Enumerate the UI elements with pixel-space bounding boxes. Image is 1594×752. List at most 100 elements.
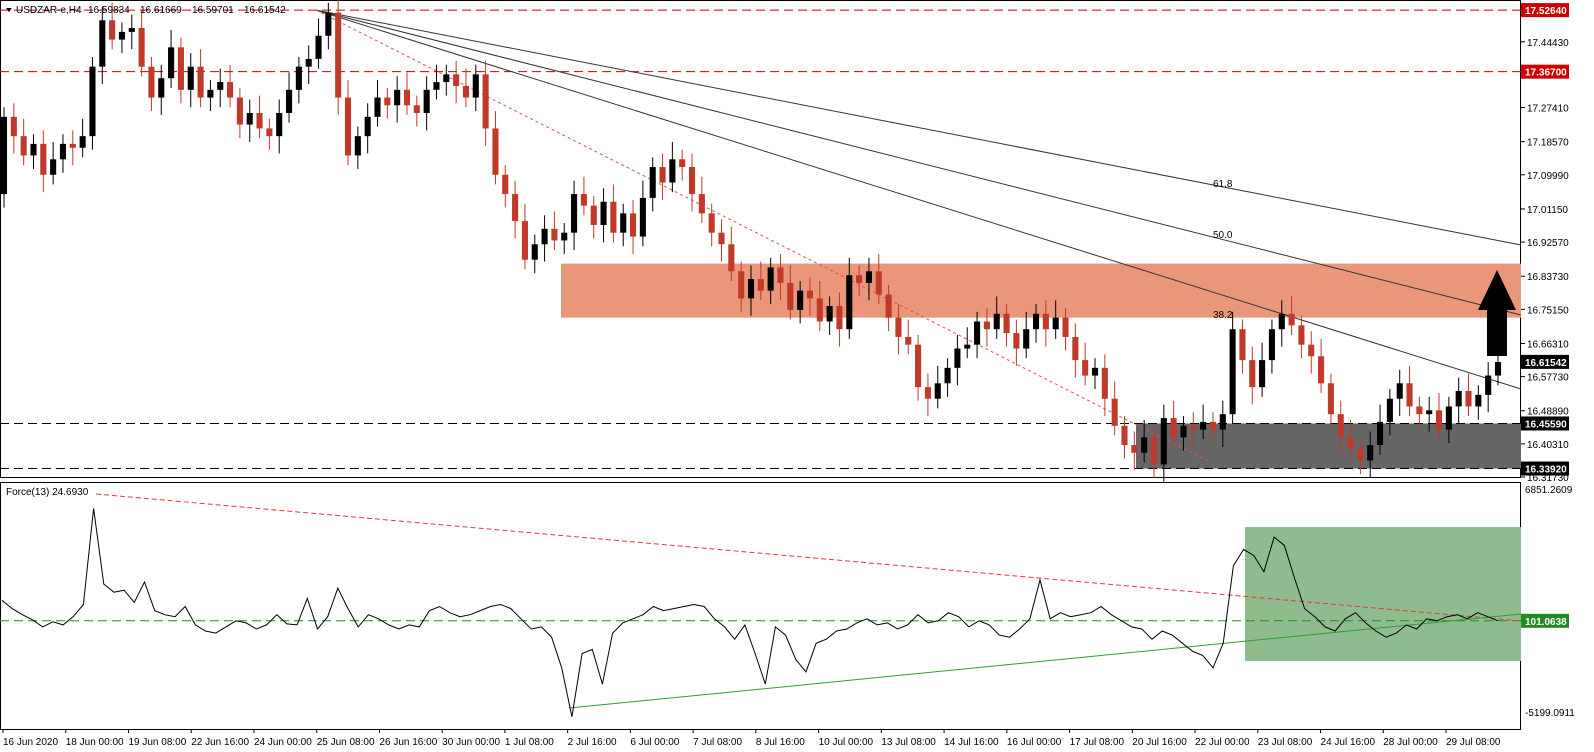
candle xyxy=(89,56,96,150)
candle-body xyxy=(993,313,1000,330)
candle-body xyxy=(30,143,37,156)
candle xyxy=(69,130,76,166)
candle-body xyxy=(1249,360,1256,388)
candle-body xyxy=(118,31,125,40)
candle xyxy=(747,265,755,316)
candle xyxy=(1052,300,1059,339)
candle-body xyxy=(0,116,8,195)
candle-body xyxy=(767,267,774,291)
candle xyxy=(1435,392,1443,440)
candle xyxy=(826,296,833,336)
candle xyxy=(777,253,784,301)
candle xyxy=(40,130,47,193)
candle-body xyxy=(227,82,234,98)
candle-body xyxy=(1494,362,1502,376)
candle xyxy=(620,203,627,247)
candle xyxy=(757,261,764,301)
candle-body xyxy=(1386,398,1393,422)
candle xyxy=(138,10,145,77)
ohlc-open: 16.59834 xyxy=(88,5,130,16)
candle-body xyxy=(40,143,47,175)
fib-fan-50-line xyxy=(315,9,1522,316)
candle xyxy=(1209,412,1217,444)
candle-body xyxy=(1200,421,1207,430)
candle xyxy=(728,226,735,281)
y-tick-label: 17.01150 xyxy=(1527,205,1568,216)
candle-body xyxy=(1485,375,1492,395)
candle-body xyxy=(482,74,489,129)
candle xyxy=(1386,389,1393,436)
candle-body xyxy=(679,159,686,168)
candle-body xyxy=(915,344,922,388)
candle-body xyxy=(374,97,381,117)
candle xyxy=(875,253,882,305)
y-tick-label: 17.44430 xyxy=(1527,38,1569,49)
candle xyxy=(983,307,990,347)
candle-body xyxy=(394,89,401,106)
candle-body xyxy=(1347,437,1354,449)
candle xyxy=(168,29,175,88)
candle-body xyxy=(787,282,794,310)
candle xyxy=(1003,304,1010,347)
price-level-box xyxy=(1521,461,1569,476)
y-tick-label: 17.27410 xyxy=(1527,104,1569,115)
candle-body xyxy=(453,74,460,86)
price-level-label: 17.52640 xyxy=(1525,6,1567,17)
candle xyxy=(738,261,745,312)
candle-body xyxy=(138,28,145,67)
y-tick-label: 16.83730 xyxy=(1527,272,1569,283)
candle xyxy=(836,292,843,347)
candle-body xyxy=(836,306,843,330)
candle-body xyxy=(718,232,725,245)
candle-body xyxy=(20,136,27,156)
candle xyxy=(10,103,17,154)
candle-body xyxy=(964,344,971,349)
header-dropdown-icon[interactable] xyxy=(6,8,12,12)
candle xyxy=(1190,412,1197,447)
candle-body xyxy=(738,271,745,299)
candle xyxy=(1298,315,1305,359)
candle xyxy=(443,64,450,96)
candle xyxy=(59,134,67,173)
candle xyxy=(482,60,489,146)
y-tick-label: 17.09990 xyxy=(1527,171,1569,182)
candle xyxy=(502,165,509,208)
candle-body xyxy=(1082,360,1089,376)
candle-body xyxy=(1357,448,1364,461)
candle-body xyxy=(197,66,204,98)
candle xyxy=(0,107,8,208)
candle-body xyxy=(1229,329,1236,415)
candle xyxy=(1121,416,1128,459)
candle xyxy=(669,141,676,193)
current-price-box xyxy=(1521,354,1569,369)
candle-body xyxy=(1131,445,1138,453)
x-tick-label: 6 Jul 00:00 xyxy=(630,737,679,748)
candle xyxy=(413,95,420,127)
candle xyxy=(698,176,705,224)
candle-body xyxy=(1327,383,1334,415)
candle xyxy=(846,257,853,339)
candle-body xyxy=(708,213,715,233)
candle xyxy=(1160,404,1167,482)
candle-body xyxy=(541,228,548,245)
candle xyxy=(197,49,204,108)
candle-body xyxy=(600,201,607,225)
x-tick-label: 16 Jul 00:00 xyxy=(1007,737,1062,748)
candle-body xyxy=(1072,336,1079,361)
chart-header: USDZAR-e,H4 16.59834 16.61669 16.59701 1… xyxy=(6,5,286,498)
candle xyxy=(354,126,361,169)
candle-body xyxy=(335,12,342,98)
candle xyxy=(580,176,587,216)
candle-body xyxy=(1111,398,1118,426)
candles-layer xyxy=(0,0,1502,482)
candle xyxy=(1426,396,1433,432)
candle-body xyxy=(757,279,764,291)
candle-body xyxy=(325,12,332,36)
trendlines-layer: 38.2 50.0 61.8 xyxy=(95,9,1522,709)
x-tick-label: 20 Jul 16:00 xyxy=(1132,737,1187,748)
x-tick-label: 10 Jul 00:00 xyxy=(819,737,874,748)
candle xyxy=(364,103,371,154)
candle-body xyxy=(109,20,116,40)
x-tick-label: 18 Jun 00:00 xyxy=(66,737,124,748)
candle-body xyxy=(1337,414,1344,438)
